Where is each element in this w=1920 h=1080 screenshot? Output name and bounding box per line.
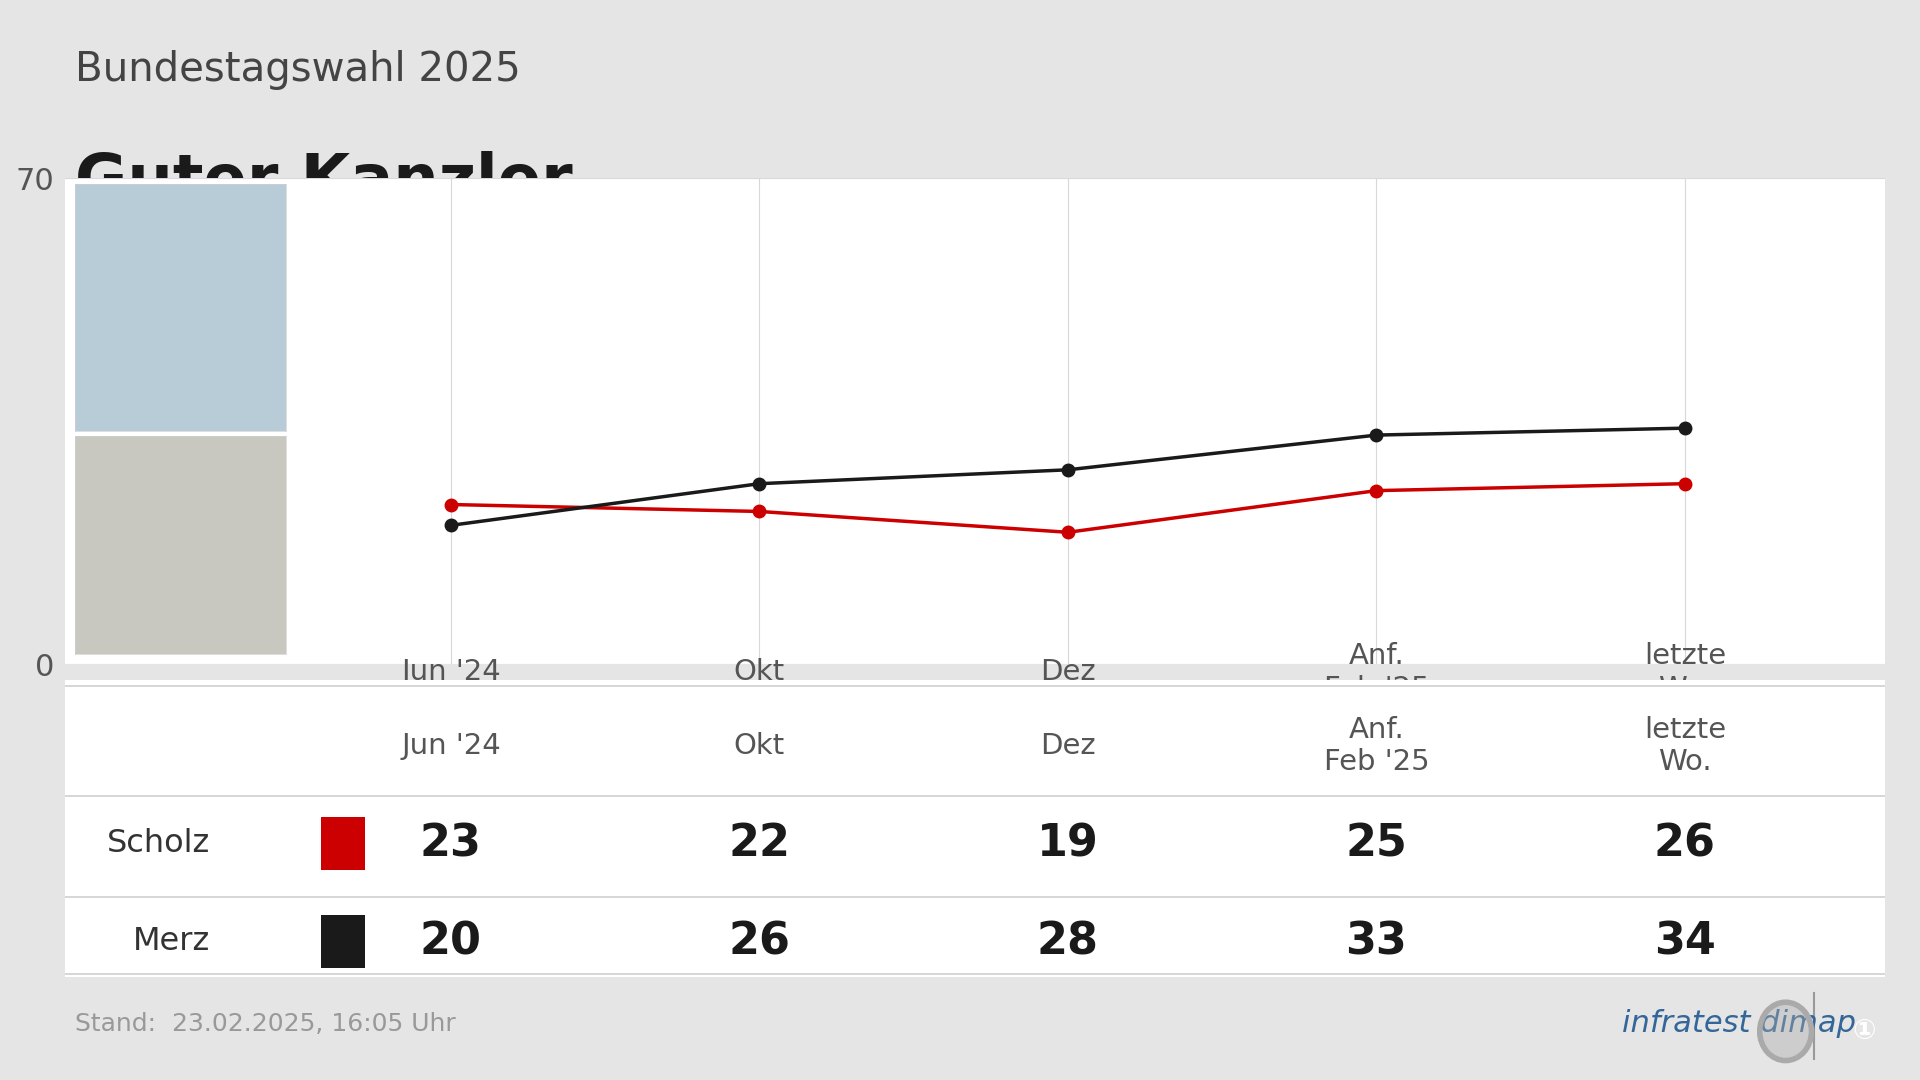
Bar: [321, 915, 365, 969]
Text: Dez: Dez: [1041, 732, 1096, 759]
Text: ①: ①: [1853, 1017, 1876, 1045]
Text: 23: 23: [420, 822, 482, 865]
Text: 26: 26: [728, 920, 791, 963]
Circle shape: [1761, 1002, 1812, 1061]
Text: 33: 33: [1346, 920, 1407, 963]
Text: Jun '24: Jun '24: [401, 732, 501, 759]
Text: Dez: Dez: [1041, 659, 1096, 686]
Text: 25: 25: [1346, 822, 1407, 865]
Text: Anf.
Feb '25: Anf. Feb '25: [1323, 716, 1428, 775]
Text: 22: 22: [728, 822, 791, 865]
Text: Guter Kanzler: Guter Kanzler: [75, 151, 572, 214]
Bar: [321, 816, 365, 870]
Text: Anf.
Feb '25: Anf. Feb '25: [1323, 642, 1428, 703]
Text: 19: 19: [1037, 822, 1098, 865]
Text: 28: 28: [1037, 920, 1098, 963]
Text: letzte
Wo.: letzte Wo.: [1644, 642, 1726, 703]
Text: Okt: Okt: [733, 659, 785, 686]
Text: Bundestagswahl 2025: Bundestagswahl 2025: [75, 50, 520, 90]
Text: Jun '24: Jun '24: [401, 659, 501, 686]
Text: Merz: Merz: [132, 927, 211, 957]
Text: Stand:  23.02.2025, 16:05 Uhr: Stand: 23.02.2025, 16:05 Uhr: [75, 1012, 455, 1036]
Text: infratest dimap: infratest dimap: [1622, 1009, 1857, 1038]
Text: 26: 26: [1653, 822, 1716, 865]
Text: letzte
Wo.: letzte Wo.: [1644, 716, 1726, 775]
Text: Scholz: Scholz: [108, 828, 211, 860]
Text: 20: 20: [420, 920, 482, 963]
Text: Okt: Okt: [733, 732, 785, 759]
Text: 34: 34: [1653, 920, 1716, 963]
